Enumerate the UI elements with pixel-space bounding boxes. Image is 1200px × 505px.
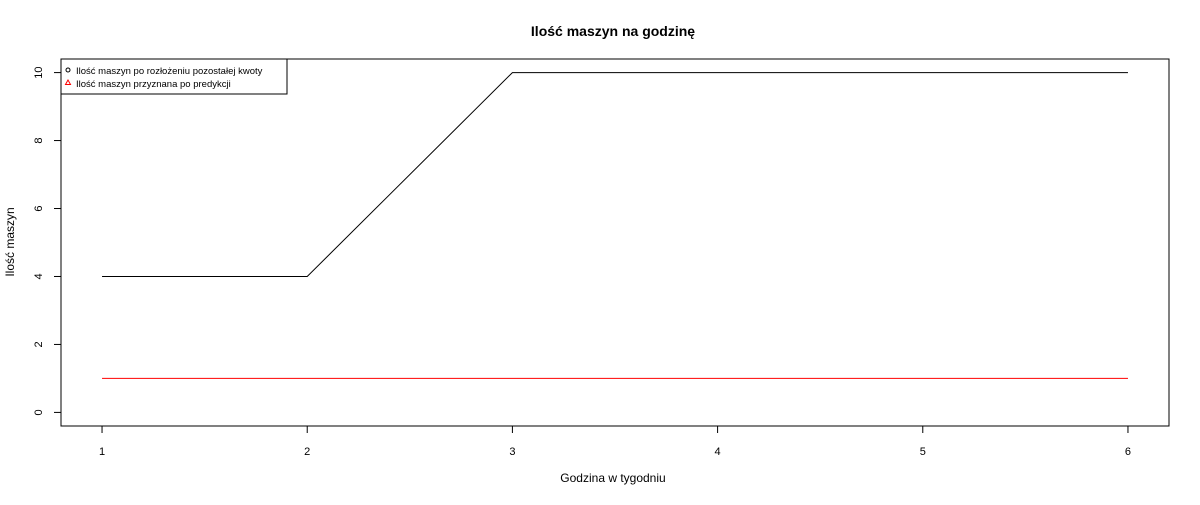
legend-label-series-1: Ilość maszyn po rozłożeniu pozostałej kw… xyxy=(76,66,263,77)
y-axis: 0 2 4 6 8 10 xyxy=(33,66,62,415)
x-tick-label: 5 xyxy=(920,446,926,458)
y-tick-label: 4 xyxy=(33,273,45,279)
y-tick-label: 2 xyxy=(33,341,45,347)
legend-circle-symbol xyxy=(65,67,71,73)
y-tick-label: 8 xyxy=(33,137,45,143)
legend-triangle-symbol xyxy=(64,78,72,85)
chart-title: Ilość maszyn na godzinę xyxy=(531,23,695,39)
y-tick-label: 10 xyxy=(33,66,45,78)
legend-box xyxy=(60,58,288,95)
x-tick-label: 6 xyxy=(1125,446,1131,458)
x-tick-label: 3 xyxy=(509,446,515,458)
y-axis-label: Ilość maszyn xyxy=(3,207,17,276)
plot-frame xyxy=(60,58,1170,427)
x-tick-label: 1 xyxy=(99,446,105,458)
y-tick-label: 0 xyxy=(33,409,45,415)
y-tick-label: 6 xyxy=(33,205,45,211)
series-layer xyxy=(102,72,1128,379)
legend: Ilość maszyn po rozłożeniu pozostałej kw… xyxy=(60,58,288,95)
legend-label-series-2: Ilość maszyn przyznana po predykcji xyxy=(76,79,231,90)
x-axis: 1 2 3 4 5 6 xyxy=(99,425,1131,458)
series-line-1 xyxy=(102,72,1128,277)
x-axis-label: Godzina w tygodniu xyxy=(560,471,665,485)
x-tick-label: 2 xyxy=(304,446,310,458)
x-tick-label: 4 xyxy=(715,446,721,458)
